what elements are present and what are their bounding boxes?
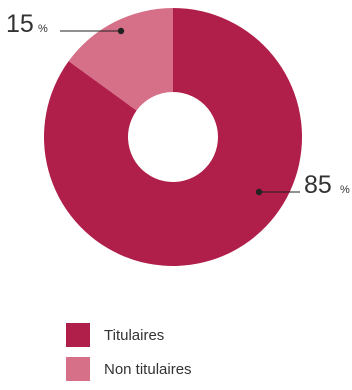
legend-item-non-titulaires: Non titulaires (66, 356, 192, 382)
donut-chart: 85 % 15% (6, 8, 350, 266)
value-label-non-titulaires: 15 (6, 10, 34, 38)
unit-label-non-titulaires: % (38, 23, 48, 35)
slice-titulaires (43, 8, 303, 266)
legend-label-non-titulaires: Non titulaires (104, 360, 192, 378)
unit-label-titulaires: % (340, 184, 350, 196)
legend: Titulaires Non titulaires (66, 322, 192, 390)
slice-non-titulaires (68, 8, 173, 111)
legend-swatch-titulaires (66, 323, 90, 347)
legend-swatch-non-titulaires (66, 357, 90, 381)
legend-label-titulaires: Titulaires (104, 326, 165, 344)
value-label-titulaires: 85 (304, 171, 332, 199)
legend-item-titulaires: Titulaires (66, 322, 192, 348)
